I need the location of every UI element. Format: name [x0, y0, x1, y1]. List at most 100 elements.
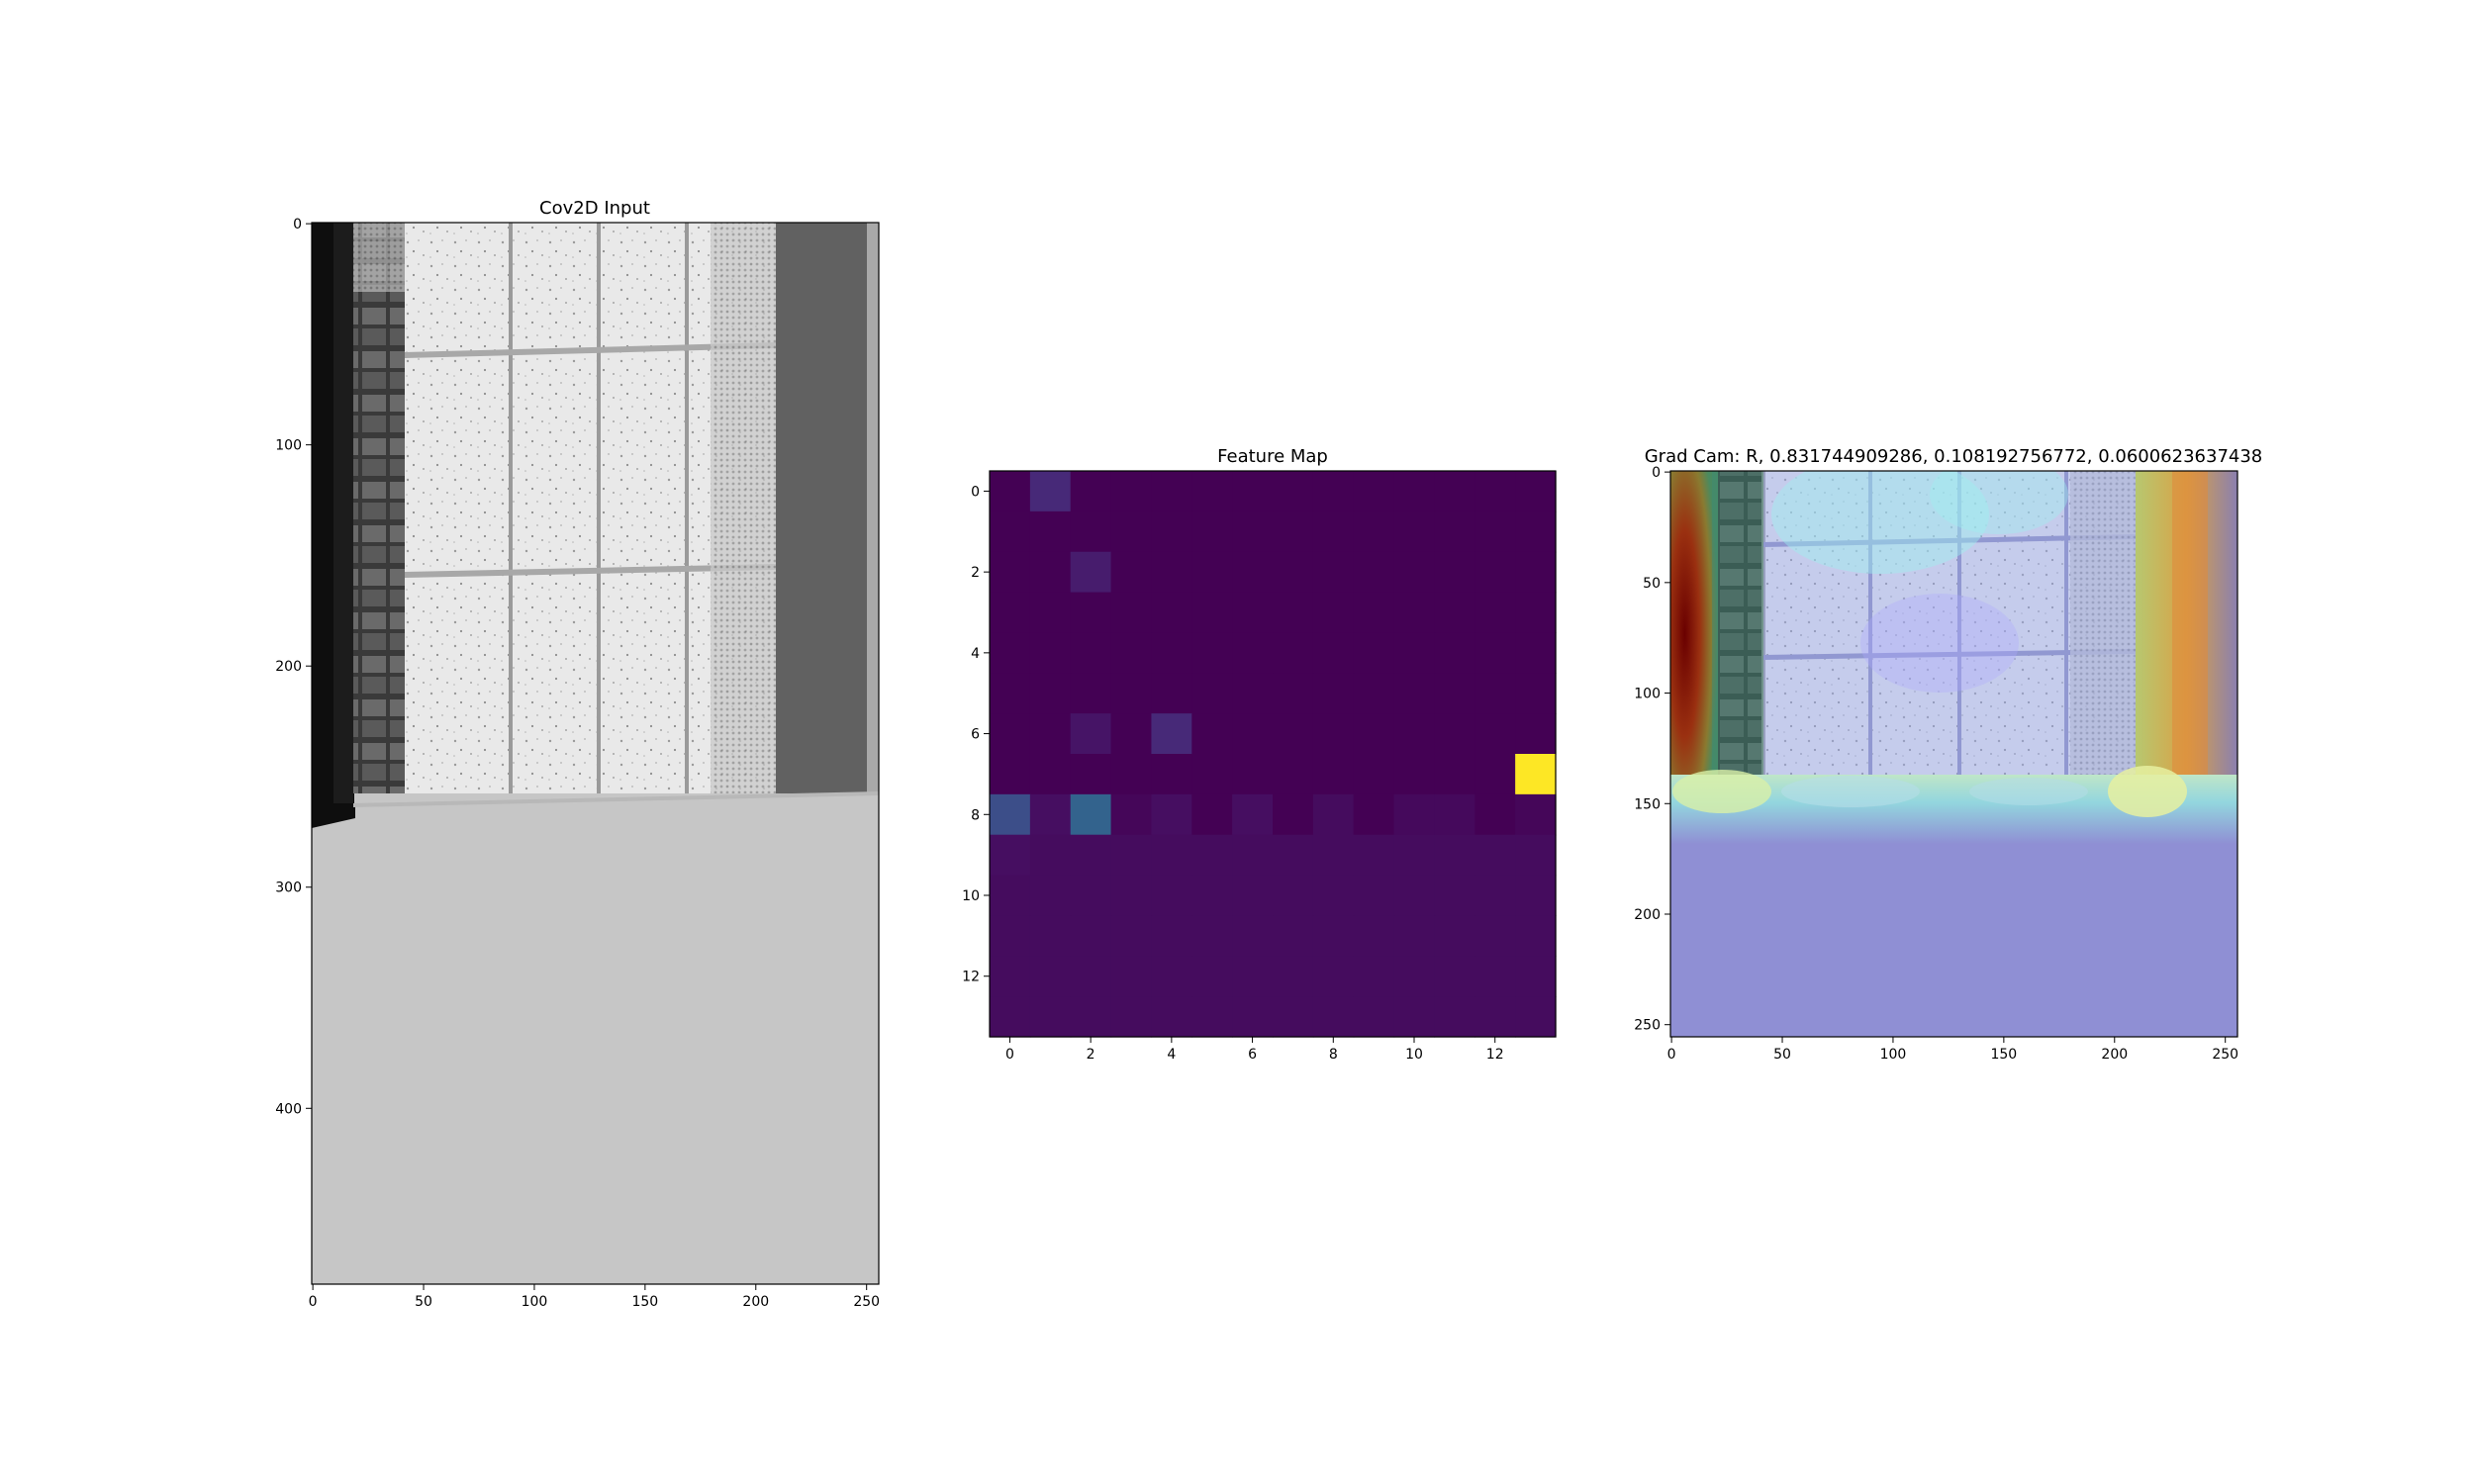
heatmap-cell-r3-c12	[1475, 592, 1516, 634]
heatmap-cell-r12-c8	[1312, 956, 1355, 997]
feature-map-xtick-label: 10	[1405, 1047, 1423, 1063]
heatmap-cell-r3-c2	[1070, 592, 1112, 634]
heatmap-cell-r4-c3	[1110, 632, 1153, 674]
heatmap-cell-r6-c4	[1151, 713, 1192, 755]
heatmap-cell-r2-c13	[1515, 551, 1557, 594]
heatmap-cell-r5-c4	[1151, 673, 1192, 714]
heatmap-cell-r13-c9	[1353, 996, 1395, 1038]
heatmap-cell-r7-c1	[1029, 754, 1072, 795]
heatmap-cell-r3-c13	[1515, 592, 1557, 634]
heatmap-cell-r13-c13	[1515, 996, 1557, 1038]
input-ytick-label: 200	[275, 659, 302, 675]
feature-map-heatmap	[990, 471, 1557, 1038]
heatmap-cell-r6-c9	[1353, 713, 1395, 755]
heatmap-cell-r2-c8	[1312, 551, 1355, 594]
feature-map-xtick-label: 12	[1486, 1047, 1504, 1063]
heatmap-cell-r5-c9	[1353, 673, 1395, 714]
heatmap-cell-r10-c12	[1475, 875, 1516, 917]
heatmap-cell-r11-c8	[1312, 915, 1355, 957]
input-title: Cov2D Input	[539, 198, 650, 219]
heatmap-cell-r10-c10	[1393, 875, 1436, 917]
heatmap-cell-r10-c8	[1312, 875, 1355, 917]
heatmap-cell-r8-c0	[990, 793, 1031, 836]
gradcam-xtick-label: 150	[1990, 1047, 2017, 1063]
gradcam-ytick-label: 250	[1634, 1018, 1661, 1034]
heatmap-cell-r9-c3	[1110, 834, 1153, 877]
heatmap-cell-r1-c0	[990, 510, 1031, 553]
heatmap-cell-r1-c11	[1434, 510, 1475, 553]
heatmap-cell-r7-c5	[1191, 754, 1233, 795]
heatmap-cell-r3-c6	[1232, 592, 1274, 634]
heatmap-cell-r12-c13	[1515, 956, 1557, 997]
heatmap-cell-r11-c2	[1070, 915, 1112, 957]
heatmap-cell-r5-c0	[990, 673, 1031, 714]
heatmap-cell-r7-c10	[1393, 754, 1436, 795]
gradcam-title: Grad Cam: R, 0.831744909286, 0.108192756…	[1645, 446, 2263, 467]
heatmap-cell-r9-c10	[1393, 834, 1436, 877]
heatmap-cell-r13-c6	[1232, 996, 1274, 1038]
heatmap-cell-r4-c12	[1475, 632, 1516, 674]
heatmap-cell-r8-c2	[1070, 793, 1112, 836]
heatmap-cell-r6-c3	[1110, 713, 1153, 755]
heatmap-cell-r10-c0	[990, 875, 1031, 917]
feature-map-xtick-label: 4	[1167, 1047, 1176, 1063]
feature-map-ytick-label: 8	[971, 807, 980, 823]
heatmap-cell-r9-c7	[1273, 834, 1314, 877]
heatmap-cell-r1-c2	[1070, 510, 1112, 553]
heatmap-cell-r8-c1	[1029, 793, 1072, 836]
heatmap-cell-r3-c7	[1273, 592, 1314, 634]
heatmap-cell-r12-c1	[1029, 956, 1072, 997]
heatmap-cell-r1-c12	[1475, 510, 1516, 553]
heatmap-cell-r4-c2	[1070, 632, 1112, 674]
heatmap-cell-r11-c11	[1434, 915, 1475, 957]
heatmap-cell-r1-c3	[1110, 510, 1153, 553]
gradcam-image	[1670, 471, 2237, 1037]
heatmap-cell-r8-c4	[1151, 793, 1192, 836]
feature-map-ytick-label: 10	[962, 888, 980, 904]
heatmap-cell-r13-c12	[1475, 996, 1516, 1038]
heatmap-cell-r10-c3	[1110, 875, 1153, 917]
heatmap-cell-r12-c2	[1070, 956, 1112, 997]
heatmap-cell-r12-c0	[990, 956, 1031, 997]
heatmap-cell-r6-c13	[1515, 713, 1557, 755]
heatmap-cell-r1-c8	[1312, 510, 1355, 553]
heatmap-cell-r9-c1	[1029, 834, 1072, 877]
heatmap-cell-r6-c12	[1475, 713, 1516, 755]
heatmap-cell-r11-c3	[1110, 915, 1153, 957]
heatmap-cell-r4-c5	[1191, 632, 1233, 674]
heatmap-cell-r3-c5	[1191, 592, 1233, 634]
heatmap-cell-r12-c11	[1434, 956, 1475, 997]
heatmap-cell-r5-c8	[1312, 673, 1355, 714]
heatmap-cell-r2-c10	[1393, 551, 1436, 594]
input-ytick-label: 400	[275, 1101, 302, 1117]
input-xtick-label: 200	[742, 1294, 769, 1310]
heatmap-cell-r4-c1	[1029, 632, 1072, 674]
gradcam-xtick-label: 0	[1667, 1047, 1676, 1063]
heatmap-cell-r0-c12	[1475, 471, 1516, 512]
feature-map-ytick-label: 2	[971, 565, 980, 581]
heatmap-cell-r11-c1	[1029, 915, 1072, 957]
heatmap-cell-r3-c3	[1110, 592, 1153, 634]
heatmap-cell-r5-c1	[1029, 673, 1072, 714]
input-xtick-label: 0	[309, 1294, 318, 1310]
heatmap-cell-r11-c12	[1475, 915, 1516, 957]
feature-map-ytick-label: 0	[971, 484, 980, 500]
heatmap-cell-r4-c9	[1353, 632, 1395, 674]
feature-map-title: Feature Map	[1217, 446, 1328, 467]
heatmap-cell-r1-c5	[1191, 510, 1233, 553]
heatmap-cell-r0-c6	[1232, 471, 1274, 512]
heatmap-cell-r2-c1	[1029, 551, 1072, 594]
heatmap-cell-r0-c0	[990, 471, 1031, 512]
heatmap-cell-r0-c11	[1434, 471, 1475, 512]
heatmap-cell-r7-c3	[1110, 754, 1153, 795]
feature-map-ytick-label: 6	[971, 727, 980, 743]
heatmap-cell-r6-c2	[1070, 713, 1112, 755]
heatmap-cell-r3-c4	[1151, 592, 1192, 634]
heatmap-cell-r7-c11	[1434, 754, 1475, 795]
heatmap-cell-r7-c7	[1273, 754, 1314, 795]
gradcam-xtick-label: 250	[2212, 1047, 2238, 1063]
heatmap-cell-r5-c3	[1110, 673, 1153, 714]
heatmap-cell-r13-c0	[990, 996, 1031, 1038]
heatmap-cell-r12-c3	[1110, 956, 1153, 997]
heatmap-cell-r0-c8	[1312, 471, 1355, 512]
